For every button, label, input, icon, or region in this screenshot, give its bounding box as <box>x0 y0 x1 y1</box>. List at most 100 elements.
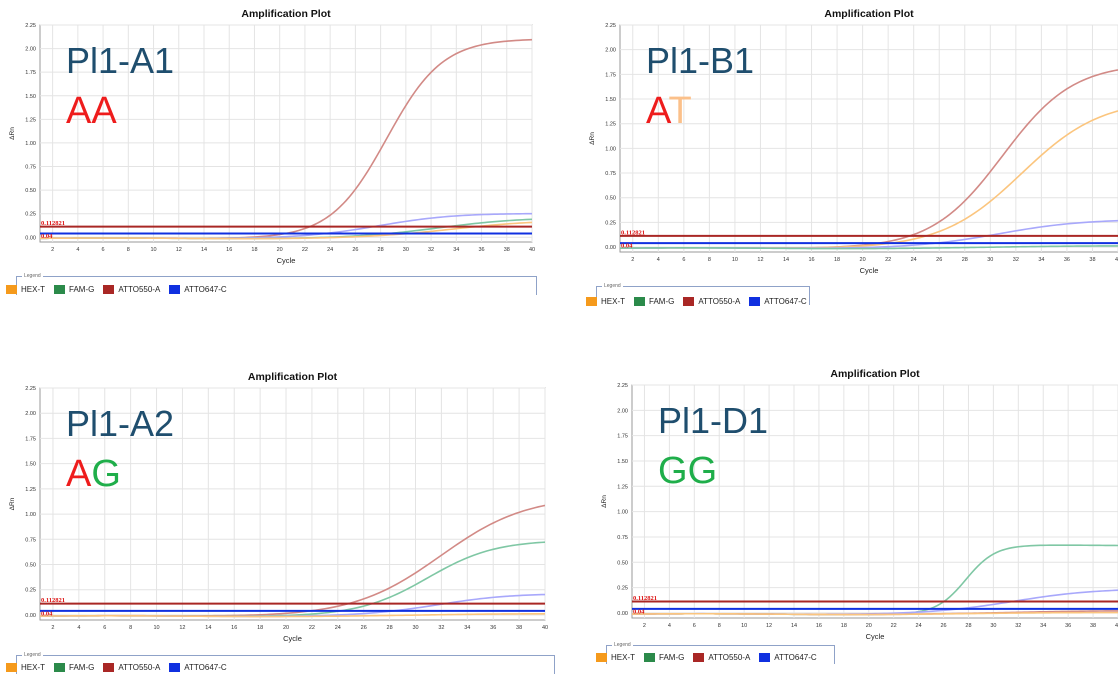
x-tick-label: 24 <box>916 623 922 629</box>
threshold-value-label: 0.112821 <box>633 595 657 602</box>
y-tick-label: 1.75 <box>25 436 36 442</box>
legend-item: HEX-T <box>586 296 625 306</box>
x-tick-label: 10 <box>153 625 159 631</box>
chart-title: Amplification Plot <box>241 8 331 20</box>
y-tick-label: 0.25 <box>605 220 616 226</box>
x-tick-label: 22 <box>885 257 891 263</box>
threshold-value-label: 0.04 <box>621 243 633 250</box>
x-tick-label: 26 <box>936 257 942 263</box>
legend-label: ATTO550-A <box>118 284 161 294</box>
x-tick-label: 6 <box>102 247 105 253</box>
x-tick-label: 20 <box>866 623 872 629</box>
y-tick-label: 0.75 <box>25 537 36 543</box>
legend-item: FAM-G <box>54 284 94 294</box>
y-tick-label: 1.75 <box>617 434 628 440</box>
x-tick-label: 28 <box>962 257 968 263</box>
legend-swatch <box>169 284 181 294</box>
y-axis-label: ΔRn <box>601 495 608 508</box>
x-tick-label: 34 <box>1038 257 1044 263</box>
legend-item: ATTO647-C <box>759 652 817 662</box>
x-tick-label: 24 <box>911 257 917 263</box>
x-tick-label: 36 <box>478 247 484 253</box>
legend-caption: Legend <box>22 273 43 279</box>
amplification-plot-panel-4: Amplification Plot 0.00 0.25 0.50 0.75 1.00 1.… <box>590 362 1118 677</box>
y-tick-label: 2.00 <box>605 48 616 54</box>
threshold-value-label: 0.04 <box>41 610 53 617</box>
threshold-value-label: 0.112821 <box>41 597 65 604</box>
legend-item: ATTO550-A <box>693 652 751 662</box>
chart-title: Amplification Plot <box>824 8 914 20</box>
legend-label: ATTO647-C <box>184 284 227 294</box>
legend-label: ATTO647-C <box>184 662 227 672</box>
y-tick-label: 1.25 <box>617 484 628 490</box>
legend-item: FAM-G <box>634 296 675 306</box>
genotype-allele: A <box>646 90 672 132</box>
x-tick-label: 10 <box>741 623 747 629</box>
genotype-call-label: AT <box>646 90 692 132</box>
x-axis-label: Cycle <box>277 256 296 265</box>
amplification-curve-hex-t <box>40 221 532 240</box>
x-tick-label: 38 <box>1089 257 1095 263</box>
legend-swatch <box>103 284 115 294</box>
legend-label: FAM-G <box>649 296 675 306</box>
legend-label: ATTO550-A <box>118 662 161 672</box>
threshold-value-label: 0.112821 <box>621 229 645 236</box>
y-tick-label: 1.25 <box>25 117 36 123</box>
x-tick-label: 8 <box>708 257 711 263</box>
genotype-call-label: GG <box>658 450 717 492</box>
legend-item: FAM-G <box>54 662 94 672</box>
x-tick-label: 16 <box>808 257 814 263</box>
well-id-label: Pl1-D1 <box>658 400 768 441</box>
x-tick-label: 20 <box>283 625 289 631</box>
x-tick-label: 24 <box>335 625 341 631</box>
x-tick-label: 8 <box>127 247 130 253</box>
y-axis-label: ΔRn <box>589 132 596 145</box>
x-tick-label: 2 <box>643 623 646 629</box>
legend-swatch <box>644 652 655 662</box>
legend-swatch <box>683 296 695 306</box>
legend-swatch <box>103 662 115 672</box>
x-tick-label: 28 <box>965 623 971 629</box>
x-tick-label: 22 <box>302 247 308 253</box>
x-tick-label: 16 <box>816 623 822 629</box>
x-tick-label: 26 <box>361 625 367 631</box>
legend-swatch <box>54 284 65 294</box>
legend-label: HEX-T <box>21 662 45 672</box>
y-tick-label: 0.00 <box>25 235 36 241</box>
genotype-call-label: AG <box>66 453 121 495</box>
legend-label: ATTO550-A <box>708 652 751 662</box>
y-tick-label: 0.00 <box>605 245 616 251</box>
legend-label: ATTO647-C <box>774 652 817 662</box>
x-tick-label: 14 <box>201 247 207 253</box>
legend-item: ATTO550-A <box>683 296 740 306</box>
legend-caption: Legend <box>602 283 623 289</box>
y-axis-label: ΔRn <box>9 127 16 140</box>
x-tick-label: 14 <box>783 257 789 263</box>
legend-swatch <box>586 296 597 306</box>
x-tick-label: 2 <box>51 625 54 631</box>
genotype-allele: G <box>91 453 121 495</box>
x-tick-label: 6 <box>103 625 106 631</box>
x-tick-label: 34 <box>453 247 459 253</box>
legend-swatch <box>54 662 65 672</box>
legend-item: ATTO550-A <box>103 284 161 294</box>
y-tick-label: 2.00 <box>617 408 628 414</box>
y-tick-label: 2.00 <box>25 411 36 417</box>
well-id-label: Pl1-A1 <box>66 40 174 81</box>
y-tick-label: 2.25 <box>617 383 628 389</box>
y-tick-label: 1.00 <box>617 510 628 516</box>
x-tick-label: 8 <box>718 623 721 629</box>
x-tick-label: 30 <box>412 625 418 631</box>
y-tick-label: 2.25 <box>605 23 616 29</box>
x-tick-label: 16 <box>226 247 232 253</box>
y-tick-label: 0.00 <box>617 611 628 617</box>
x-tick-label: 36 <box>490 625 496 631</box>
legend-item: HEX-T <box>6 284 45 294</box>
legend-caption: Legend <box>612 642 633 648</box>
x-tick-label: 36 <box>1065 623 1071 629</box>
x-tick-label: 12 <box>766 623 772 629</box>
x-tick-label: 32 <box>428 247 434 253</box>
x-tick-label: 2 <box>51 247 54 253</box>
legend-item: HEX-T <box>6 662 45 672</box>
x-tick-label: 14 <box>791 623 797 629</box>
